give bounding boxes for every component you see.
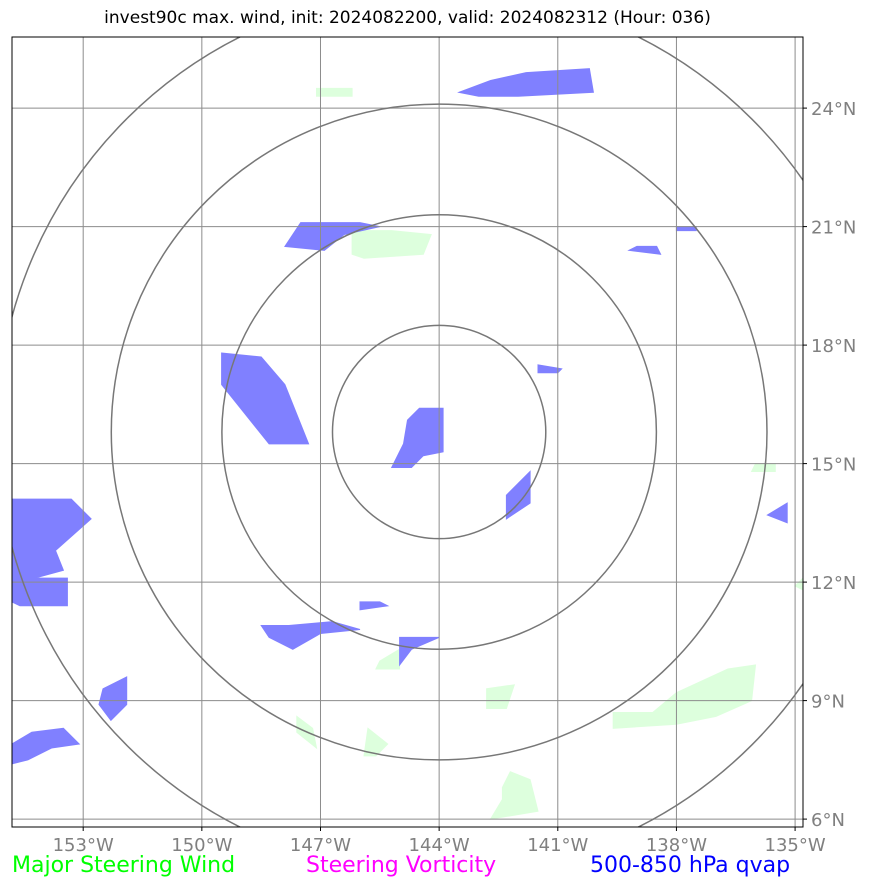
steering-wind-region-6 [363,727,389,757]
range-ring-1 [221,214,658,650]
qvap-region-6 [390,407,444,468]
legend-steering-vorticity: Steering Vorticity [306,853,497,878]
lon-tick-label-2: 147°W [290,835,351,856]
lat-tick-label-2: 12°N [811,573,856,594]
qvap-region-1 [641,21,681,25]
lon-tick-label-6: 135°W [765,835,826,856]
range-ring-0 [331,324,547,540]
qvap-region-13 [260,621,361,650]
plot-frame [11,36,804,828]
qvap-region-0 [457,68,594,97]
qvap-region-12 [359,601,390,611]
legend-qvap: 500-850 hPa qvap [590,853,791,878]
qvap-region-8 [505,470,531,520]
legend-major-steering-wind: Major Steering Wind [12,853,236,878]
lon-tick-label-0: 153°W [53,835,114,856]
range-ring-2 [110,103,768,761]
qvap-region-16 [12,727,81,765]
qvap-region-11 [766,502,788,524]
steering-wind-region-2 [375,648,401,670]
lon-tick-label-1: 150°W [171,835,232,856]
steering-wind-region-10 [794,577,803,591]
qvap-region-5 [221,352,310,445]
lon-tick-label-3: 144°W [409,835,470,856]
lat-tick-label-5: 21°N [811,218,856,239]
steering-wind-region-3 [486,684,516,709]
qvap-region-3 [675,226,697,232]
lat-tick-label-6: 24°N [811,99,856,120]
lat-tick-label-4: 18°N [811,336,856,357]
qvap-region-14 [399,636,440,667]
steering-wind-region-1 [316,87,353,97]
chart-title: invest90c max. wind, init: 2024082200, v… [104,8,711,28]
lon-tick-label-5: 138°W [646,835,707,856]
lat-tick-label-0: 6°N [811,810,845,831]
lat-tick-label-1: 9°N [811,692,845,713]
steering-wind-region-0 [351,230,432,259]
lat-tick-label-3: 15°N [811,455,856,476]
qvap-region-4 [627,245,662,255]
qvap-region-15 [98,676,128,722]
steering-wind-region-8 [750,463,776,472]
steering-wind-region-4 [612,664,757,729]
qvap-region-2 [284,222,380,251]
steering-wind-region-7 [489,771,539,820]
qvap-region-10 [12,577,68,607]
lon-tick-label-4: 141°W [527,835,588,856]
